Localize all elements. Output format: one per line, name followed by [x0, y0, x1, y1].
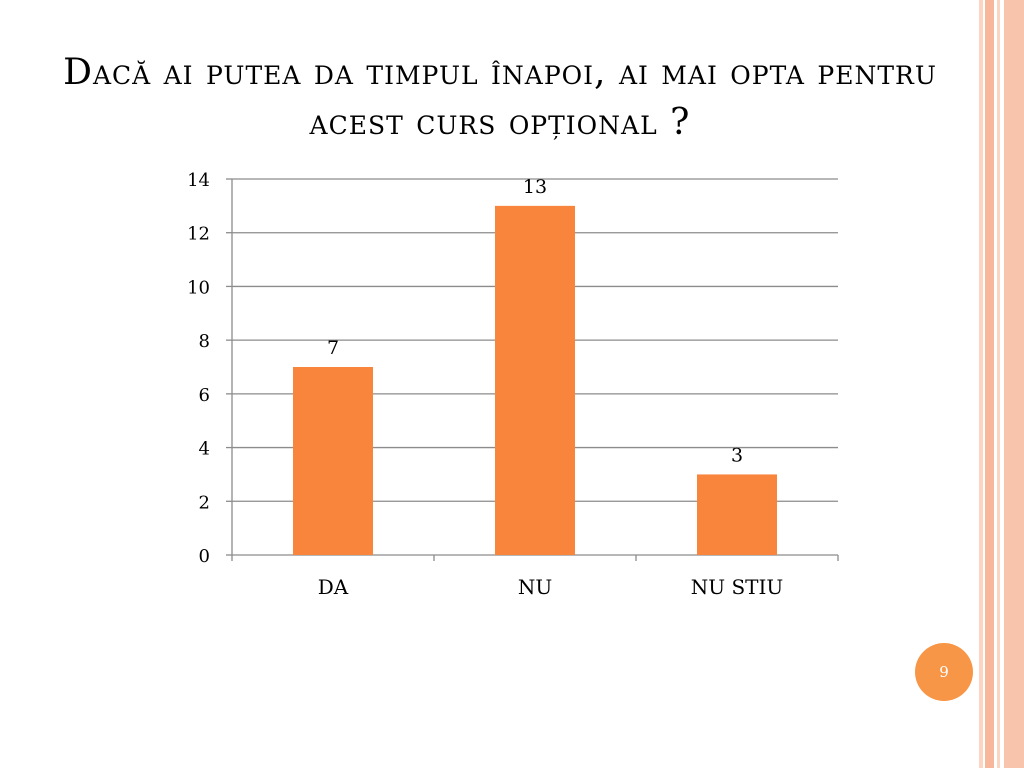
page-number: 9	[939, 663, 949, 681]
y-tick-label: 6	[199, 385, 210, 406]
y-tick-label: 8	[199, 331, 210, 352]
category-label: NU	[518, 575, 552, 599]
y-tick-label: 14	[187, 170, 210, 191]
category-label: NU STIU	[691, 575, 784, 599]
y-tick-label: 10	[187, 277, 210, 298]
data-label: 3	[731, 444, 743, 466]
bar-nu	[495, 205, 575, 555]
bar-nu-stiu	[697, 474, 777, 555]
data-label: 13	[523, 176, 547, 198]
y-tick-label: 0	[199, 546, 210, 567]
frame-stripe	[1004, 0, 1024, 768]
category-label: DA	[318, 575, 349, 599]
frame-stripe	[985, 0, 994, 768]
y-tick-label: 2	[199, 492, 210, 513]
data-label: 7	[327, 337, 339, 359]
page-number-badge: 9	[915, 643, 973, 701]
y-tick-label: 4	[199, 439, 210, 460]
bar-da	[293, 367, 373, 555]
slide-title: Dacă ai putea da timpul înapoi, ai mai o…	[63, 52, 937, 143]
y-tick-label: 12	[187, 224, 210, 245]
frame-stripe	[997, 0, 1000, 768]
frame-stripe	[979, 0, 983, 768]
